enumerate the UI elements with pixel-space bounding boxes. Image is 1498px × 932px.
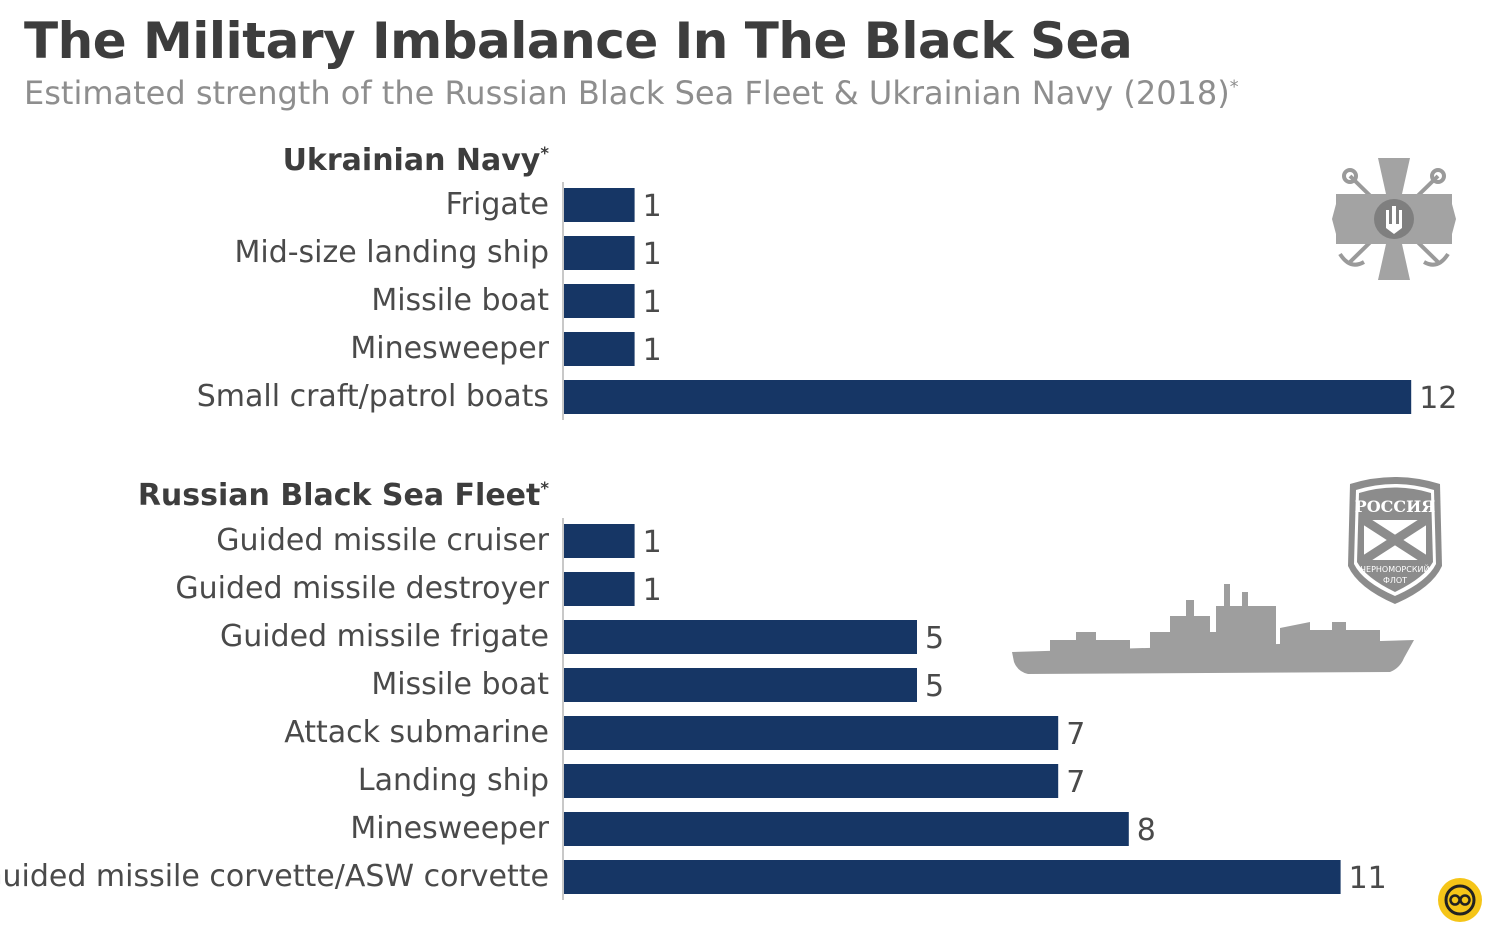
bar bbox=[564, 764, 1059, 798]
value-label: 5 bbox=[925, 621, 944, 656]
ukrainian-navy-group-title: Ukrainian Navy* bbox=[283, 143, 549, 178]
bar bbox=[564, 620, 917, 654]
value-label: 1 bbox=[643, 573, 662, 608]
bar bbox=[564, 332, 635, 366]
category-label: Guided missile cruiser bbox=[216, 523, 549, 558]
category-label: Landing ship bbox=[358, 763, 549, 798]
russian-fleet-title-text: Russian Black Sea Fleet bbox=[137, 478, 541, 513]
subtitle-text: Estimated strength of the Russian Black … bbox=[24, 74, 1230, 112]
russian-fleet-group-title: Russian Black Sea Fleet* bbox=[138, 478, 549, 513]
value-label: 5 bbox=[925, 669, 944, 704]
warship-silhouette-icon bbox=[1012, 584, 1414, 674]
bar bbox=[564, 572, 635, 606]
bar bbox=[564, 668, 917, 702]
value-label: 8 bbox=[1137, 813, 1156, 848]
ru-emblem-top-text: РОССИЯ bbox=[1355, 497, 1436, 516]
bar bbox=[564, 188, 635, 222]
bar bbox=[564, 716, 1059, 750]
bar bbox=[564, 524, 635, 558]
subtitle-asterisk: * bbox=[1229, 77, 1239, 98]
value-label: 1 bbox=[643, 525, 662, 560]
category-label: Guided missile destroyer bbox=[175, 571, 549, 606]
category-label: Guided missile corvette/ASW corvette bbox=[0, 859, 549, 894]
value-label: 12 bbox=[1419, 381, 1457, 416]
chart-title: The Military Imbalance In The Black Sea bbox=[24, 12, 1133, 70]
category-label: Small craft/patrol boats bbox=[197, 379, 549, 414]
category-label: Minesweeper bbox=[350, 811, 549, 846]
category-label: Frigate bbox=[446, 187, 549, 222]
bar bbox=[564, 812, 1129, 846]
ukrainian-navy-emblem-icon bbox=[1332, 158, 1456, 280]
category-label: Mid-size landing ship bbox=[234, 235, 549, 270]
ru-emblem-bottom-text-1: ЧЕРНОМОРСКИЙ bbox=[1361, 563, 1430, 574]
bar bbox=[564, 860, 1341, 894]
value-label: 1 bbox=[643, 189, 662, 224]
statista-logo-icon bbox=[1438, 878, 1482, 922]
category-label: Missile boat bbox=[371, 667, 549, 702]
ukrainian-navy-title-text: Ukrainian Navy bbox=[282, 143, 541, 178]
value-label: 7 bbox=[1066, 717, 1085, 752]
bar bbox=[564, 284, 635, 318]
ru-emblem-bottom-text-2: ФЛОТ bbox=[1383, 576, 1407, 585]
value-label: 1 bbox=[643, 285, 662, 320]
ukrainian-navy-title-asterisk: * bbox=[540, 144, 549, 163]
value-label: 7 bbox=[1066, 765, 1085, 800]
category-label: Attack submarine bbox=[284, 715, 549, 750]
chart-subtitle: Estimated strength of the Russian Black … bbox=[24, 74, 1239, 112]
value-label: 1 bbox=[643, 237, 662, 272]
category-label: Missile boat bbox=[371, 283, 549, 318]
category-label: Guided missile frigate bbox=[220, 619, 549, 654]
russian-black-sea-fleet-emblem-icon: РОССИЯ ЧЕРНОМОРСКИЙ ФЛОТ bbox=[1348, 477, 1442, 604]
value-label: 11 bbox=[1349, 861, 1387, 896]
category-label: Minesweeper bbox=[350, 331, 549, 366]
bar bbox=[564, 380, 1412, 414]
bar bbox=[564, 236, 635, 270]
value-label: 1 bbox=[643, 333, 662, 368]
russian-fleet-title-asterisk: * bbox=[540, 479, 549, 498]
